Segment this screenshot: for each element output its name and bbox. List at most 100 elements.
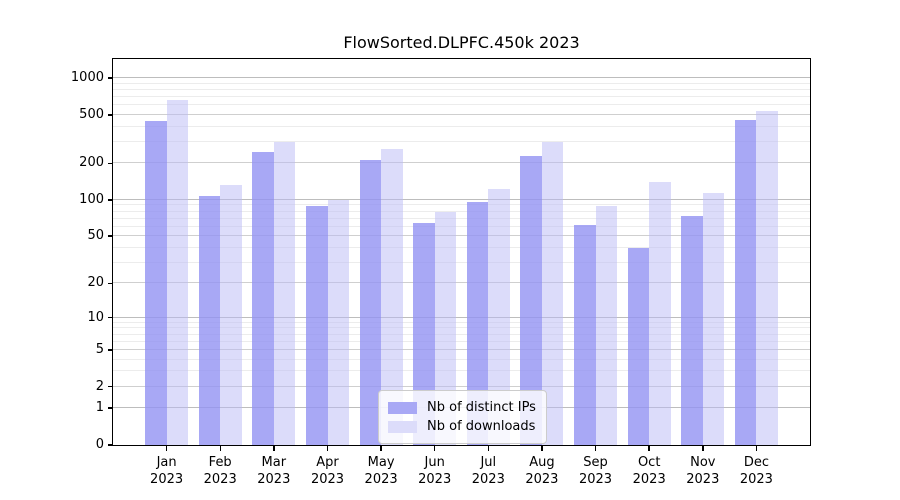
x-tick-year: 2023 [632, 472, 666, 487]
legend-label-distinct-ips: Nb of distinct IPs [427, 400, 536, 415]
grid-line-3 [113, 370, 810, 372]
grid-line-5 [113, 348, 810, 350]
bar-ips-nov [681, 215, 703, 445]
x-tick-year: 2023 [203, 472, 237, 487]
grid-line-30 [113, 261, 810, 263]
x-tick-label-jul: Jul 2023 [456, 454, 520, 488]
bar-ips-aug [520, 155, 542, 445]
x-tick-month: Dec [743, 455, 769, 470]
y-tick-label-0: 0 [95, 437, 104, 452]
grid-line-600 [113, 104, 810, 106]
x-tick-year: 2023 [686, 472, 720, 487]
x-tick-month: Aug [529, 455, 555, 470]
y-tick-label-1: 1 [95, 400, 104, 416]
y-tick-mark-500 [108, 114, 113, 116]
y-tick-label-2: 2 [95, 378, 104, 394]
x-tick-month: Nov [690, 455, 716, 470]
grid-line-8 [113, 327, 810, 329]
x-tick-year: 2023 [364, 472, 398, 487]
x-tick-year: 2023 [525, 472, 559, 487]
x-tick-mark-apr [326, 446, 329, 451]
grid-line-7 [113, 333, 810, 335]
bar-ips-jun [413, 223, 435, 445]
x-tick-mark-oct [648, 446, 650, 451]
grid-line-6 [113, 340, 810, 342]
x-tick-label-mar: Mar 2023 [242, 454, 306, 488]
bar-ips-dec [734, 119, 757, 445]
grid-line-4 [113, 358, 810, 360]
x-tick-mark-sep [594, 446, 597, 451]
x-tick-label-oct: Oct 2023 [617, 454, 681, 488]
x-tick-label-sep: Sep 2023 [564, 454, 628, 488]
x-tick-year: 2023 [418, 472, 452, 487]
plot-area: Nb of distinct IPs Nb of downloads [112, 58, 811, 446]
grid-line-100 [113, 198, 810, 200]
x-tick-year: 2023 [150, 472, 184, 487]
grid-line-2 [113, 385, 810, 387]
bar-downloads-jul [488, 189, 510, 445]
x-tick-month: May [367, 455, 395, 470]
x-tick-mark-nov [702, 446, 704, 451]
bar-downloads-nov [702, 192, 725, 445]
y-tick-label-20: 20 [87, 275, 104, 291]
y-tick-label-1000: 1000 [70, 70, 104, 85]
x-tick-mark-may [380, 446, 382, 451]
y-tick-mark-1 [108, 407, 113, 409]
y-tick-mark-20 [108, 282, 113, 284]
bar-downloads-aug [541, 141, 564, 445]
x-tick-month: Jun [424, 455, 445, 470]
y-tick-label-500: 500 [79, 106, 104, 122]
grid-line-400 [113, 125, 810, 127]
chart-title: FlowSorted.DLPFC.450k 2023 [343, 33, 580, 52]
grid-line-10 [113, 316, 810, 318]
x-tick-mark-mar [273, 446, 275, 451]
bar-downloads-mar [273, 142, 296, 445]
y-tick-mark-5 [108, 349, 113, 351]
y-tick-label-5: 5 [95, 341, 104, 357]
x-tick-label-may: May 2023 [349, 454, 413, 488]
legend-item-distinct-ips: Nb of distinct IPs [388, 398, 536, 417]
bar-downloads-may [381, 149, 403, 445]
bar-downloads-jun [434, 211, 457, 445]
bar-downloads-sep [595, 206, 617, 445]
legend-swatch-distinct-ips [388, 401, 417, 414]
grid-line-60 [113, 225, 810, 227]
x-tick-month: Apr [316, 455, 339, 470]
bar-ips-feb [198, 195, 221, 445]
bar-ips-may [359, 159, 382, 445]
grid-line-70 [113, 217, 810, 219]
x-tick-label-jun: Jun 2023 [403, 454, 467, 488]
grid-line-700 [113, 96, 810, 97]
grid-line-40 [113, 246, 810, 248]
y-tick-mark-2 [108, 385, 113, 388]
bar-downloads-feb [220, 184, 242, 445]
x-tick-month: Jan [156, 455, 177, 470]
y-tick-mark-100 [108, 199, 113, 201]
grid-line-300 [113, 140, 810, 142]
x-tick-year: 2023 [310, 472, 345, 487]
y-tick-label-10: 10 [87, 309, 104, 325]
x-tick-month: Sep [583, 455, 608, 470]
x-tick-month: Oct [637, 455, 661, 470]
legend: Nb of distinct IPs Nb of downloads [378, 390, 547, 444]
y-tick-mark-10 [108, 316, 113, 319]
legend-swatch-downloads [388, 420, 417, 433]
grid-line-900 [113, 82, 810, 84]
y-tick-label-200: 200 [79, 155, 104, 171]
grid-line-9 [113, 321, 810, 323]
x-tick-label-feb: Feb 2023 [188, 454, 252, 488]
x-tick-mark-dec [755, 446, 758, 451]
x-tick-month: Feb [208, 455, 232, 470]
legend-label-downloads: Nb of downloads [427, 419, 536, 434]
bar-ips-mar [252, 151, 274, 445]
x-tick-year: 2023 [578, 472, 613, 487]
x-tick-mark-jul [487, 446, 490, 451]
x-tick-mark-aug [541, 446, 543, 451]
grid-line-200 [113, 162, 810, 164]
y-tick-mark-50 [108, 235, 113, 237]
x-tick-label-apr: Apr 2023 [296, 454, 360, 488]
grid-line-500 [113, 113, 810, 115]
y-tick-mark-200 [108, 162, 113, 165]
grid-lines-layer [113, 59, 810, 445]
